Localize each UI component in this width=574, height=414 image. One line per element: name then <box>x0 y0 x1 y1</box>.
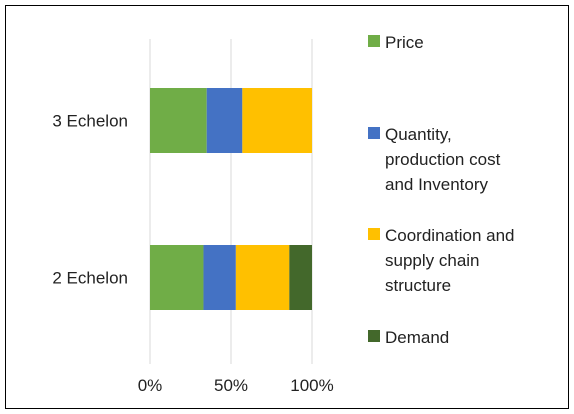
bar-2-echelon-price <box>150 245 204 310</box>
bar-3-echelon-coordination-and-supply-chain-structure <box>242 88 312 153</box>
legend-label-price: Price <box>385 33 424 52</box>
legend: Price Quantity, production cost and Invento… <box>368 33 514 347</box>
stacked-bar-chart: 3 Echelon 2 Echelon 0% 50% 100% Price Quanti… <box>52 33 514 395</box>
category-labels: 3 Echelon 2 Echelon <box>52 112 128 288</box>
legend-swatch-quantity-production-cost-and-inventory <box>368 127 380 139</box>
x-tick-label-100: 100% <box>290 376 333 395</box>
bar-3-echelon-quantity-production-cost-and-inventory <box>206 88 243 153</box>
category-label-3-echelon: 3 Echelon <box>52 112 128 131</box>
legend-swatch-price <box>368 35 380 47</box>
legend-label-quantity-production-cost-and-inventory-line-3: and Inventory <box>385 175 489 194</box>
legend-item-demand: Demand <box>368 328 449 347</box>
bars <box>150 88 312 310</box>
bar-2-echelon-demand <box>289 245 312 310</box>
legend-label-coordination-and-supply-chain-structure-line-3: structure <box>385 276 451 295</box>
bar-2-echelon-quantity-production-cost-and-inventory <box>203 245 236 310</box>
x-tick-label-50: 50% <box>214 376 248 395</box>
chart-frame: 3 Echelon 2 Echelon 0% 50% 100% Price Quanti… <box>5 5 569 409</box>
legend-label-coordination-and-supply-chain-structure-line-1: Coordination and <box>385 226 514 245</box>
legend-label-quantity-production-cost-and-inventory-line-1: Quantity, <box>385 125 452 144</box>
legend-swatch-coordination-and-supply-chain-structure <box>368 228 380 240</box>
legend-label-quantity-production-cost-and-inventory-line-2: production cost <box>385 150 501 169</box>
legend-label-coordination-and-supply-chain-structure-line-2: supply chain <box>385 251 480 270</box>
bar-3-echelon-price <box>150 88 207 153</box>
legend-item-price: Price <box>368 33 424 52</box>
x-tick-labels: 0% 50% 100% <box>138 376 334 395</box>
legend-swatch-demand <box>368 330 380 342</box>
legend-label-demand: Demand <box>385 328 449 347</box>
x-tick-label-0: 0% <box>138 376 163 395</box>
legend-item-coordination-and-supply-chain-structure: Coordination and supply chain structure <box>368 226 514 295</box>
bar-2-echelon-coordination-and-supply-chain-structure <box>235 245 290 310</box>
gridlines <box>149 39 313 364</box>
category-label-2-echelon: 2 Echelon <box>52 269 128 288</box>
legend-item-quantity-production-cost-and-inventory: Quantity, production cost and Inventory <box>368 125 501 194</box>
